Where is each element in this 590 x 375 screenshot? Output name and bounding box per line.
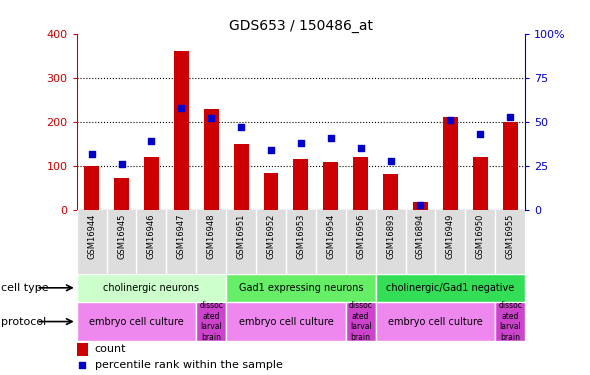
Bar (323, 162, 338, 210)
Bar (293, 159, 309, 210)
Text: percentile rank within the sample: percentile rank within the sample (94, 360, 283, 370)
Bar (376, 274, 525, 302)
Text: GSM16952: GSM16952 (267, 213, 276, 259)
Text: cholinergic neurons: cholinergic neurons (103, 283, 199, 293)
Bar (144, 157, 159, 210)
Bar (503, 122, 517, 210)
Text: cholinergic/Gad1 negative: cholinergic/Gad1 negative (386, 283, 514, 293)
Point (356, 146, 365, 152)
Bar (376, 302, 495, 341)
Text: GSM16893: GSM16893 (386, 213, 395, 259)
Text: GSM16946: GSM16946 (147, 213, 156, 259)
Text: GSM16954: GSM16954 (326, 213, 335, 259)
Bar (443, 117, 458, 210)
Bar (77, 343, 88, 355)
Point (87, 151, 96, 157)
Text: GSM16956: GSM16956 (356, 213, 365, 259)
Text: dissoc
ated
larval
brain: dissoc ated larval brain (349, 302, 373, 342)
Bar (196, 302, 226, 341)
Point (506, 114, 515, 120)
Point (78, 362, 87, 368)
Text: Gad1 expressing neurons: Gad1 expressing neurons (238, 283, 363, 293)
Point (176, 105, 186, 111)
Text: protocol: protocol (1, 316, 47, 327)
Bar (264, 172, 278, 210)
Text: GSM16951: GSM16951 (237, 213, 245, 259)
Bar (226, 274, 376, 302)
Text: count: count (94, 344, 126, 354)
Text: GSM16953: GSM16953 (296, 213, 306, 259)
Bar (473, 157, 488, 210)
Bar (204, 109, 219, 210)
Text: dissoc
ated
larval
brain: dissoc ated larval brain (199, 302, 223, 342)
Text: embryo cell culture: embryo cell culture (388, 316, 483, 327)
Bar (234, 144, 248, 210)
Text: dissoc
ated
larval
brain: dissoc ated larval brain (498, 302, 522, 342)
Text: GSM16948: GSM16948 (206, 213, 216, 259)
Bar (77, 274, 226, 302)
Text: GSM16950: GSM16950 (476, 213, 485, 259)
Bar (226, 302, 346, 341)
Text: GSM16949: GSM16949 (446, 213, 455, 259)
Bar (84, 166, 99, 210)
Text: embryo cell culture: embryo cell culture (238, 316, 333, 327)
Bar (174, 51, 189, 210)
Point (296, 140, 306, 146)
Text: cell type: cell type (1, 283, 49, 293)
Text: GSM16944: GSM16944 (87, 213, 96, 259)
Point (237, 124, 246, 130)
Bar (114, 178, 129, 210)
Point (416, 202, 425, 208)
Bar (413, 202, 428, 210)
Bar (495, 302, 525, 341)
Text: GSM16945: GSM16945 (117, 213, 126, 259)
Text: GSM16947: GSM16947 (177, 213, 186, 259)
Text: GSM16955: GSM16955 (506, 213, 514, 259)
Point (445, 117, 455, 123)
Text: embryo cell culture: embryo cell culture (89, 316, 184, 327)
Bar (346, 302, 376, 341)
Point (326, 135, 336, 141)
Point (386, 158, 395, 164)
Bar (353, 157, 368, 210)
Text: GSM16894: GSM16894 (416, 213, 425, 259)
Bar (383, 174, 398, 210)
Bar (77, 302, 196, 341)
Point (206, 116, 216, 122)
Point (147, 138, 156, 144)
Title: GDS653 / 150486_at: GDS653 / 150486_at (229, 19, 373, 33)
Point (476, 131, 485, 137)
Point (117, 161, 126, 167)
Point (266, 147, 276, 153)
